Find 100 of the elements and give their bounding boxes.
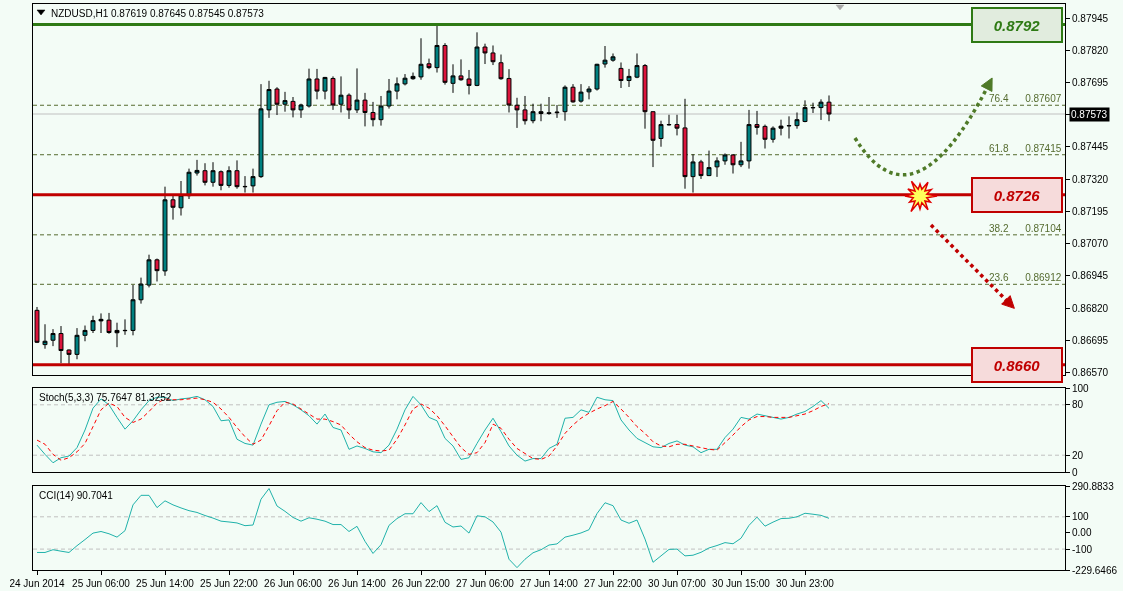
candlestick	[210, 161, 216, 188]
candlestick	[626, 68, 632, 88]
x-tick-label: 27 Jun 14:00	[520, 578, 579, 589]
candlestick	[410, 72, 416, 80]
candlestick	[754, 110, 760, 136]
candlestick	[274, 86, 280, 116]
y-tick-label: 290.8833	[1072, 480, 1115, 492]
candlestick	[306, 68, 312, 109]
ref-line-label: 23.6 0.86912	[989, 272, 1062, 283]
candlestick	[402, 73, 408, 86]
candlestick	[98, 312, 104, 334]
candlestick	[738, 141, 744, 168]
y-tick-label: 0.87573	[1071, 109, 1108, 120]
y-tick-label: 0.87945	[1072, 12, 1109, 24]
candlestick	[298, 103, 304, 119]
candlestick	[178, 180, 184, 217]
y-tick-label: 0.87320	[1072, 173, 1109, 185]
y-tick-label: 0	[1072, 466, 1078, 478]
x-tick-label: 26 Jun 22:00	[392, 578, 451, 589]
y-tick-label: 0.87445	[1072, 141, 1109, 153]
x-tick-label: 30 Jun 07:00	[648, 578, 707, 589]
candlestick	[698, 159, 704, 180]
candlestick	[386, 78, 392, 110]
candlestick	[226, 165, 232, 189]
x-tick-label: 24 Jun 2014	[9, 578, 65, 589]
y-tick-label: 0.87195	[1072, 205, 1109, 217]
candlestick	[610, 52, 616, 63]
candlestick	[418, 37, 424, 81]
candlestick	[370, 101, 376, 127]
candlestick	[658, 120, 664, 148]
line-series	[36, 488, 830, 569]
candlestick	[802, 99, 808, 123]
y-tick-label: -229.6466	[1072, 564, 1118, 576]
y-tick-label: -100	[1072, 543, 1093, 555]
candlestick	[538, 103, 544, 122]
y-tick-label: 0.87695	[1072, 77, 1109, 89]
candlestick	[266, 80, 272, 119]
candlestick	[378, 95, 384, 127]
candlestick	[730, 153, 736, 175]
candlestick	[234, 159, 240, 190]
candlestick	[650, 110, 656, 168]
candlestick	[546, 96, 552, 116]
x-tick-label: 25 Jun 22:00	[200, 578, 259, 589]
x-tick-label: 27 Jun 22:00	[584, 578, 643, 589]
candlestick	[634, 52, 640, 79]
candlestick	[82, 325, 88, 342]
candlestick	[322, 76, 328, 100]
candlestick	[90, 315, 96, 334]
y-tick-label: 0.86695	[1072, 334, 1109, 346]
ref-line-label: 0.8660	[993, 356, 1041, 374]
x-tick-label: 30 Jun 15:00	[712, 578, 771, 589]
candlestick	[282, 91, 288, 113]
candlestick	[290, 96, 296, 118]
candlestick	[826, 94, 832, 122]
candlestick	[434, 24, 440, 74]
candlestick	[578, 83, 584, 104]
candlestick	[154, 258, 160, 282]
chart-title: CCI(14) 90.7041	[39, 490, 114, 501]
chart-title: Stoch(5,3,3) 75.7647 81.3252	[39, 392, 172, 403]
candlestick	[602, 45, 608, 69]
candlestick	[818, 98, 824, 121]
candlestick	[194, 159, 200, 177]
y-tick-label: 100	[1072, 382, 1090, 394]
y-tick-label: 0.87070	[1072, 238, 1109, 250]
ref-line-label: 76.4 0.87607	[989, 93, 1062, 104]
candlestick	[314, 68, 320, 100]
candlestick	[146, 254, 152, 288]
x-tick-label: 26 Jun 06:00	[264, 578, 323, 589]
candlestick	[362, 92, 368, 127]
x-tick-label: 25 Jun 06:00	[72, 578, 131, 589]
candlestick	[482, 43, 488, 65]
ref-line-label: 38.2 0.87104	[989, 223, 1062, 234]
candlestick	[674, 114, 680, 136]
candlestick	[770, 125, 776, 144]
candlestick	[682, 98, 688, 190]
candlestick	[450, 63, 456, 94]
candlestick	[242, 175, 248, 194]
candlestick	[618, 61, 624, 89]
candlestick	[330, 75, 336, 111]
y-tick-label: 20	[1072, 449, 1084, 461]
candlestick	[762, 124, 768, 150]
candlestick	[106, 312, 112, 335]
y-tick-label: 80	[1072, 399, 1084, 411]
candlestick	[394, 76, 400, 100]
x-tick-label: 30 Jun 23:00	[776, 578, 835, 589]
candlestick	[706, 150, 712, 177]
ref-line-label: 61.8 0.87415	[989, 143, 1062, 154]
candlestick	[594, 63, 600, 92]
candlestick	[522, 95, 528, 126]
candlestick	[506, 68, 512, 113]
candlestick	[138, 277, 144, 305]
candlestick	[50, 328, 56, 347]
candlestick	[490, 44, 496, 66]
candlestick	[554, 104, 560, 119]
candlestick	[690, 153, 696, 194]
chart-title: NZDUSD,H1 0.87619 0.87645 0.87545 0.87573	[51, 8, 265, 19]
candlestick	[122, 318, 128, 336]
candlestick	[466, 69, 472, 95]
candlestick	[442, 42, 448, 86]
candlestick	[66, 348, 72, 366]
